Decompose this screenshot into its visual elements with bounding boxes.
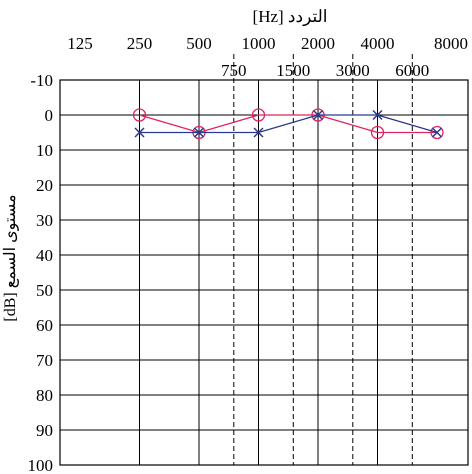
y-tick-label: -10 bbox=[30, 71, 53, 90]
data-point-cross bbox=[312, 109, 324, 121]
data-point-cross bbox=[134, 127, 145, 138]
tick-labels: -10 0 10 20 30 40 50 60 70 80 90 100 125 250 500 1000 20… bbox=[28, 34, 469, 474]
data-point-cross bbox=[253, 127, 264, 138]
x-tick-label-top: 500 bbox=[186, 34, 212, 53]
plot-frame bbox=[59, 79, 469, 466]
data-point-cross bbox=[193, 127, 205, 138]
y-tick-label: 60 bbox=[36, 316, 53, 335]
x-tick-label-top: 250 bbox=[127, 34, 153, 53]
y-tick-label: 90 bbox=[36, 421, 53, 440]
x-tick-label-bottom: 6000 bbox=[395, 61, 429, 80]
y-tick-label: 40 bbox=[36, 246, 53, 265]
x-tick-label-top: 8000 bbox=[434, 34, 468, 53]
series-line-circle bbox=[139, 114, 437, 134]
x-axis-label: التردد [Hz] bbox=[253, 7, 328, 27]
data-point-cross bbox=[431, 127, 443, 138]
y-tick-label: 0 bbox=[45, 106, 54, 125]
x-tick-label-top: 1000 bbox=[242, 34, 276, 53]
y-axis-label: مستوى السمع [dB] bbox=[2, 194, 19, 321]
x-tick-label-bottom: 3000 bbox=[336, 61, 370, 80]
y-tick-label: 50 bbox=[36, 281, 53, 300]
series-group bbox=[132, 108, 444, 140]
x-tick-label-bottom: 750 bbox=[221, 61, 247, 80]
data-point-cross bbox=[372, 109, 383, 121]
y-tick-label: 30 bbox=[36, 211, 53, 230]
y-tick-label: 80 bbox=[36, 386, 53, 405]
y-tick-label: 20 bbox=[36, 176, 53, 195]
x-tick-label-top: 2000 bbox=[301, 34, 335, 53]
series-line-cross bbox=[139, 114, 438, 134]
y-tick-label: 70 bbox=[36, 351, 53, 370]
x-tick-label-top: 4000 bbox=[361, 34, 395, 53]
y-tick-label: 100 bbox=[28, 456, 54, 474]
y-tick-label: 10 bbox=[36, 141, 53, 160]
data-point-circle bbox=[370, 125, 385, 140]
data-point-circle bbox=[132, 108, 147, 122]
x-tick-label-top: 125 bbox=[67, 34, 93, 53]
data-point-circle bbox=[251, 108, 266, 122]
data-point-circle bbox=[430, 125, 444, 140]
x-tick-label-bottom: 1500 bbox=[276, 61, 310, 80]
